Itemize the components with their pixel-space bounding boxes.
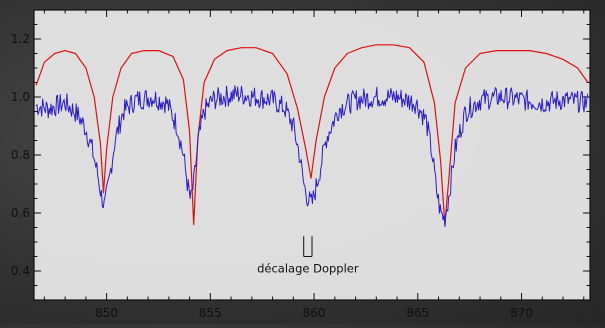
y-tick-label: 1.0	[11, 90, 30, 104]
x-tick-label: 865	[406, 306, 429, 320]
doppler-annotation: décalage Doppler	[257, 236, 359, 276]
series-lines	[35, 44, 589, 227]
series-line-blue	[35, 85, 589, 227]
doppler-label: décalage Doppler	[257, 262, 359, 276]
x-tick-label: 855	[199, 306, 222, 320]
y-tick-label: 1.2	[11, 32, 30, 46]
series-line-red	[35, 44, 589, 226]
plot-frame	[33, 9, 591, 301]
x-tick-label: 870	[510, 306, 533, 320]
axis-ticks: 850 855 860 865 870 0.4 0.6 0.8 1.0 1.2	[11, 9, 590, 320]
x-tick-label: 850	[95, 306, 118, 320]
y-tick-label: 0.4	[11, 264, 30, 278]
x-tick-label: 860	[303, 306, 326, 320]
y-tick-label: 0.6	[11, 206, 30, 220]
y-tick-label: 0.8	[11, 148, 30, 162]
